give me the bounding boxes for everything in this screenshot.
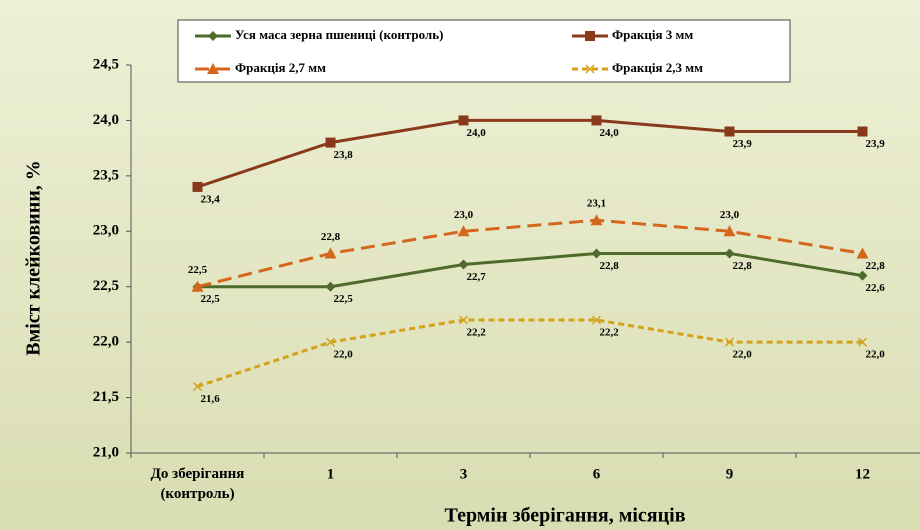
- y-axis-title: Вміст клейковини, %: [23, 160, 45, 356]
- data-label: 22,8: [866, 260, 886, 272]
- data-label: 22,2: [467, 327, 487, 339]
- marker: [457, 225, 470, 237]
- legend-label: Фракція 2,7 мм: [235, 60, 326, 75]
- marker: [724, 126, 735, 137]
- series-line: [197, 318, 863, 388]
- y-tick-label: 24,5: [93, 56, 119, 72]
- data-label: 23,8: [334, 149, 354, 161]
- data-label: 22,8: [733, 260, 753, 272]
- x-tick-label: 1: [327, 466, 335, 482]
- marker: [857, 337, 868, 347]
- x-tick-label: 9: [726, 466, 734, 482]
- data-label: 23,4: [201, 193, 221, 205]
- data-label: 22,6: [866, 282, 886, 294]
- data-label: 22,0: [733, 349, 753, 361]
- legend-label: Фракція 3 мм: [612, 27, 693, 42]
- data-label: 24,0: [600, 127, 620, 139]
- data-label: 21,6: [201, 393, 221, 405]
- marker: [591, 115, 602, 126]
- marker: [591, 315, 602, 325]
- legend-label: Уся маса зерна пшениці (контроль): [235, 27, 443, 42]
- x-tick-label: 6: [593, 466, 601, 482]
- legend-label: Фракція 2,3 мм: [612, 60, 703, 75]
- marker: [585, 31, 595, 41]
- marker: [590, 214, 603, 226]
- marker: [324, 247, 337, 259]
- data-label: 23,0: [454, 209, 474, 221]
- data-label: 22,0: [866, 349, 886, 361]
- data-label: 23,0: [720, 209, 740, 221]
- marker: [207, 63, 219, 74]
- marker: [724, 248, 735, 259]
- x-tick-label: До зберігання (контроль): [151, 466, 245, 502]
- marker: [458, 259, 469, 270]
- series-line: [197, 251, 863, 289]
- marker: [191, 280, 204, 292]
- marker: [856, 247, 869, 259]
- y-tick-label: 22,5: [93, 278, 119, 294]
- marker: [458, 315, 469, 325]
- x-axis-title: Термін зберігання, місяців: [444, 505, 685, 527]
- marker: [857, 270, 868, 281]
- data-label: 22,5: [188, 264, 208, 276]
- series-line: [197, 118, 863, 189]
- marker: [325, 337, 336, 347]
- data-label: 23,9: [866, 138, 886, 150]
- data-label: 22,5: [334, 293, 354, 305]
- x-tick-label: 12: [855, 466, 870, 482]
- data-label: 22,0: [334, 349, 354, 361]
- marker: [325, 137, 336, 148]
- data-label: 24,0: [467, 127, 487, 139]
- marker: [458, 115, 469, 126]
- data-label: 22,7: [467, 271, 487, 283]
- series-line: [197, 218, 863, 289]
- data-label: 22,2: [600, 327, 620, 339]
- marker: [724, 337, 735, 347]
- marker: [192, 381, 203, 392]
- marker: [325, 281, 336, 292]
- y-tick-label: 24,0: [93, 112, 119, 128]
- y-tick-label: 23,5: [93, 167, 119, 183]
- marker: [591, 248, 602, 259]
- y-tick-label: 21,0: [93, 444, 119, 460]
- y-tick-label: 21,5: [93, 389, 119, 405]
- marker: [585, 64, 595, 74]
- data-label: 23,9: [733, 138, 753, 150]
- marker: [192, 181, 203, 192]
- marker: [208, 31, 218, 41]
- x-tick-label: 3: [460, 466, 468, 482]
- y-tick-label: 22,0: [93, 334, 119, 350]
- data-label: 22,8: [321, 231, 341, 243]
- y-tick-label: 23,0: [93, 223, 119, 239]
- data-label: 23,1: [587, 198, 606, 210]
- data-label: 22,8: [600, 260, 620, 272]
- marker: [723, 225, 736, 237]
- marker: [857, 126, 868, 137]
- data-label: 22,5: [201, 293, 221, 305]
- legend-box: [177, 19, 791, 83]
